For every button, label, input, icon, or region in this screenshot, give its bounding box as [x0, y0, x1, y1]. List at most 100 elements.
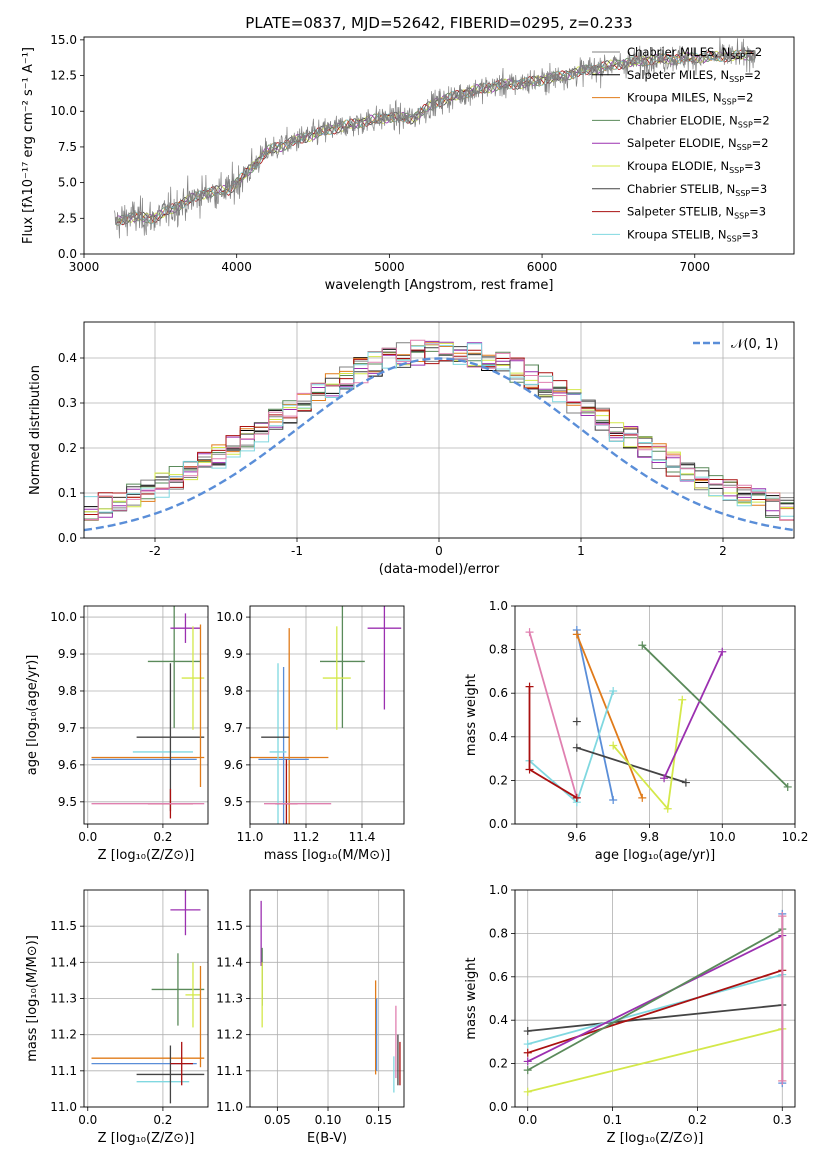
weight-series	[525, 628, 581, 802]
errorbar-point	[170, 613, 201, 643]
legend-entry: Chabrier ELODIE, NSSP=2	[627, 113, 770, 129]
mass_vs_z-xtick-label: 0.0	[78, 1113, 97, 1127]
residuals-xtick-label: 0	[435, 544, 443, 558]
residuals-xtick-label: -2	[149, 544, 161, 558]
series-line	[527, 973, 783, 1045]
legend-entry: Salpeter STELIB, NSSP=3	[627, 205, 766, 221]
series-marker	[572, 743, 581, 752]
residuals-ylabel: Normed distribution	[28, 365, 43, 495]
mass_vs_z-ytick-label: 11.4	[50, 955, 77, 969]
mass_vs_z-xlabel: Z [log₁₀(Z/Z⊙)]	[98, 1131, 195, 1146]
legend-entry: Salpeter MILES, NSSP=2	[627, 68, 761, 84]
weight_vs_age-axes: 9.6 9.8 10.0 10.2 0.0 0.2 0.4 0.6 0.8 1.0 age [log…	[464, 599, 808, 863]
weight_vs_age-ytick-label: 0.2	[489, 773, 508, 787]
age_vs_z-ytick-label: 9.8	[58, 684, 77, 698]
errorbar-point	[185, 962, 201, 1028]
weight-series	[609, 695, 687, 813]
spectrum-axes: 3000 4000 5000 6000 7000 0.0 2.5 5.0 7.5 10.0 12.5…	[21, 14, 795, 293]
residual-histogram	[84, 340, 794, 518]
age_vs_mass-ytick-label: 9.6	[224, 758, 243, 772]
age_vs_mass-ytick-label: 9.7	[224, 721, 243, 735]
weight-series	[525, 682, 581, 802]
weight_vs_age-xtick-label: 9.8	[640, 830, 659, 844]
weight_vs_z-ytick-label: 0.2	[489, 1057, 508, 1071]
series-line	[612, 699, 684, 811]
mass_vs_ebv-xtick-label: 0.10	[315, 1113, 342, 1127]
weight_vs_z-ylabel: mass weight	[464, 957, 479, 1039]
age_vs_mass-xlabel: mass [log₁₀(M/M⊙)]	[264, 848, 391, 863]
weight_vs_age-ytick-label: 1.0	[489, 599, 508, 613]
weight_vs_age-ytick-label: 0.4	[489, 730, 508, 744]
age_vs_mass-axes: 11.0 11.2 11.4 9.5 9.6 9.7 9.8 9.9 10.0 mass [log…	[216, 605, 405, 863]
residuals-ytick-label: 0.0	[58, 531, 77, 545]
weight_vs_z-ytick-label: 0.4	[489, 1013, 508, 1027]
weight_vs_z-axes: 0.0 0.1 0.2 0.3 0.0 0.2 0.4 0.6 0.8 1.0 Z [log₁₀(Z…	[464, 883, 796, 1146]
mass_vs_ebv-plot	[260, 900, 401, 1093]
age_vs_mass-xtick-label: 11.2	[293, 830, 320, 844]
age_vs_z-ytick-label: 10.0	[50, 610, 77, 624]
series-marker	[523, 1066, 532, 1075]
weight_vs_z-xtick-label: 0.2	[688, 1113, 707, 1127]
mass_vs_z-ytick-label: 11.2	[50, 1028, 77, 1042]
age_vs_z-ytick-label: 9.9	[58, 647, 77, 661]
spectrum-xtick-label: 6000	[527, 260, 558, 274]
legend-entry: Kroupa MILES, NSSP=2	[627, 91, 753, 107]
mass_vs_ebv-ytick-label: 11.1	[216, 1064, 243, 1078]
age_vs_z-xlabel: Z [log₁₀(Z/Z⊙)]	[98, 848, 195, 863]
normal-reference-curve	[84, 357, 794, 532]
series-line	[527, 934, 783, 1063]
legend-entry: Chabrier MILES, NSSP=2	[627, 45, 762, 61]
mass_vs_z-ytick-label: 11.0	[50, 1100, 77, 1114]
series-line	[527, 928, 783, 1071]
residuals-legend: 𝒩(0, 1)	[693, 337, 778, 352]
spectrum-xlabel: wavelength [Angstrom, rest frame]	[325, 278, 554, 293]
age_vs_mass-plot	[250, 606, 402, 824]
weight_vs_age-xtick-label: 9.6	[567, 830, 586, 844]
weight_vs_age-ylabel: mass weight	[464, 674, 479, 756]
weight-series	[572, 630, 647, 802]
series-line	[528, 690, 615, 804]
series-line	[527, 1004, 783, 1032]
series-marker	[638, 641, 647, 650]
spectrum-ylabel: Flux [fλ10⁻¹⁷ erg cm⁻² s⁻¹ A⁻¹]	[21, 47, 36, 244]
errorbar-point	[322, 626, 351, 730]
mass_vs_z-plot	[91, 890, 205, 1104]
mass_vs_ebv-axes: 0.05 0.10 0.15 11.0 11.1 11.2 11.3 11.4 11.5 E(B-…	[216, 889, 405, 1146]
spectrum-xtick-label: 3000	[69, 260, 100, 274]
series-marker	[572, 793, 581, 802]
residuals-axes: -2 -1 0 1 2 0.0 0.1 0.2 0.3 0.4 (data-model)/error…	[28, 321, 795, 577]
mass_vs_ebv-ytick-label: 11.3	[216, 992, 243, 1006]
series-marker	[663, 804, 672, 813]
age_vs_z-axes: 0.0 0.2 9.5 9.6 9.7 9.8 9.9 10.0 Z [log₁₀(Z/Z⊙)]…	[25, 605, 209, 863]
errorbar-point	[170, 1041, 193, 1086]
age_vs_z-ytick-label: 9.6	[58, 758, 77, 772]
errorbar-point	[170, 890, 201, 936]
weight-series	[660, 647, 727, 783]
mass_vs_ebv-frame	[249, 889, 405, 1108]
spectrum-ytick-label: 15.0	[50, 33, 77, 47]
age_vs_z-ytick-label: 9.5	[58, 795, 77, 809]
spectrum-ytick-label: 10.0	[50, 104, 77, 118]
weight-series	[523, 1001, 787, 1036]
series-marker	[525, 682, 534, 691]
errorbar-point	[258, 666, 309, 824]
residuals-xlabel: (data-model)/error	[379, 562, 500, 577]
weight_vs_z-frame	[514, 889, 796, 1108]
errorbar-point	[151, 953, 205, 1026]
observed-spectrum-line	[114, 37, 756, 239]
errorbar-point	[147, 606, 201, 728]
residuals-frame	[83, 321, 795, 539]
age_vs_z-ytick-label: 9.7	[58, 721, 77, 735]
weight_vs_age-frame	[514, 605, 796, 825]
series-marker	[778, 1076, 787, 1085]
weight_vs_age-ytick-label: 0.8	[489, 643, 508, 657]
age_vs_z-xtick-label: 0.2	[153, 830, 172, 844]
series-line	[575, 629, 615, 801]
series-marker	[525, 628, 534, 637]
series-marker	[572, 630, 581, 639]
weight_vs_z-xlabel: Z [log₁₀(Z/Z⊙)]	[607, 1131, 704, 1146]
series-line	[528, 631, 578, 799]
residuals-ytick-label: 0.1	[58, 486, 77, 500]
weight_vs_z-xtick-label: 0.1	[603, 1113, 622, 1127]
legend-entry: Salpeter ELODIE, NSSP=2	[627, 136, 769, 152]
